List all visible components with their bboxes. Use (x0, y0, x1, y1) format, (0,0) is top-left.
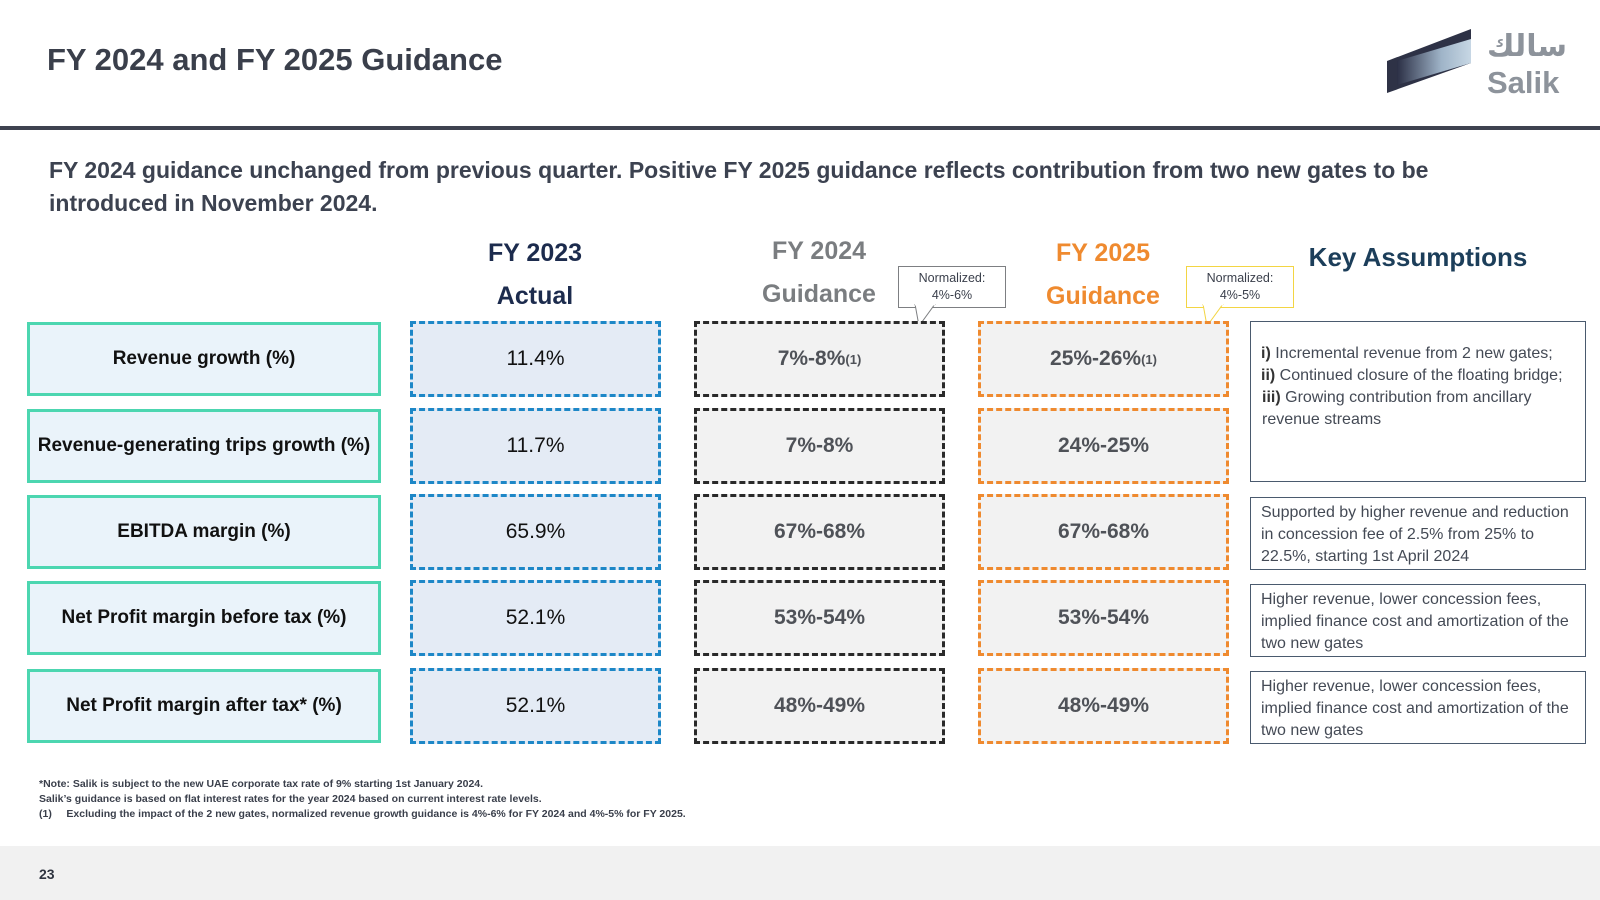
footnote-ref: (1) (845, 351, 862, 367)
column-header-fy2025-type: Guidance (1046, 282, 1160, 310)
callout-pointer (1202, 304, 1224, 328)
subtitle: FY 2024 guidance unchanged from previous… (49, 157, 1429, 216)
fy2025-ebitda-margin: 67%-68% (978, 494, 1229, 570)
column-header-fy2023-type: Actual (496, 282, 574, 310)
assumption-npm-before-tax: Higher revenue, lower concession fees, i… (1250, 584, 1586, 657)
row-label-npm-after-tax: Net Profit margin after tax* (%) (27, 669, 381, 743)
column-header-fy2025: FY 2025 Guidance (978, 232, 1228, 318)
column-header-fy2024-type: Guidance (762, 280, 876, 308)
row-label-revenue-growth: Revenue growth (%) (27, 322, 381, 396)
callout-label: Normalized: (918, 271, 986, 285)
assumption-item-text: Continued closure of the floating bridge… (1275, 367, 1563, 384)
assumption-npm-after-tax: Higher revenue, lower concession fees, i… (1250, 671, 1586, 744)
column-header-fy2023-year: FY 2023 (487, 239, 583, 267)
logo-english-text: Salik (1487, 65, 1560, 100)
fy2024-npm-before-tax: 53%-54% (694, 580, 945, 656)
assumption-item-number: i) (1261, 345, 1271, 362)
row-label-trips-growth: Revenue-generating trips growth (%) (27, 409, 381, 483)
column-header-fy2023: FY 2023 Actual (410, 232, 660, 318)
row-label-npm-before-tax: Net Profit margin before tax (%) (27, 581, 381, 655)
callout-pointer (914, 304, 936, 328)
assumption-item-text: Growing contribution from ancillary reve… (1262, 389, 1532, 428)
logo-arabic-text: سالك (1487, 30, 1567, 63)
assumption-ebitda: Supported by higher revenue and reductio… (1250, 497, 1586, 570)
fy2025-revenue-growth-value: 25%-26% (1050, 347, 1142, 370)
fy2025-npm-before-tax: 53%-54% (978, 580, 1229, 656)
callout-value: 4%-6% (931, 288, 973, 302)
column-header-fy2025-year: FY 2025 (1055, 239, 1151, 267)
callout-label: Normalized: (1206, 271, 1274, 285)
assumption-item: iii) Growing contribution from ancillary… (1261, 387, 1575, 431)
fy2024-ebitda-margin: 67%-68% (694, 494, 945, 570)
fy2024-npm-after-tax: 48%-49% (694, 668, 945, 744)
column-header-key-assumptions: Key Assumptions (1308, 242, 1528, 272)
footnotes: *Note: Salik is subject to the new UAE c… (39, 777, 686, 822)
column-header-fy2024-year: FY 2024 (771, 237, 867, 265)
fy2023-ebitda-margin: 65.9% (410, 494, 661, 570)
salik-logo-icon (1387, 29, 1471, 93)
footnote-normalized: (1) Excluding the impact of the 2 new ga… (39, 808, 686, 820)
fy2025-revenue-growth: 25%-26% (1) (978, 321, 1229, 397)
assumption-revenue: i) Incremental revenue from 2 new gates;… (1250, 321, 1586, 482)
assumption-item: ii) Continued closure of the floating br… (1261, 365, 1575, 387)
fy2024-trips-growth: 7%-8% (694, 408, 945, 484)
page-number: 23 (39, 866, 55, 882)
footnote-ref: (1) (1141, 351, 1157, 367)
assumption-item-text: Incremental revenue from 2 new gates; (1270, 345, 1553, 362)
fy2024-revenue-growth: 7%-8% (1) (694, 321, 945, 397)
normalized-callout-fy2024: Normalized: 4%-6% (898, 266, 1006, 328)
callout-value: 4%-5% (1219, 288, 1261, 302)
fy2023-npm-before-tax: 52.1% (410, 580, 661, 656)
fy2023-revenue-growth: 11.4% (410, 321, 661, 397)
fy2025-trips-growth: 24%-25% (978, 408, 1229, 484)
assumption-item-number: ii) (1261, 367, 1276, 384)
salik-logo: سالك Salik (1387, 25, 1587, 100)
footnote-tax: *Note: Salik is subject to the new UAE c… (39, 778, 484, 790)
assumption-item-number: iii) (1262, 389, 1281, 406)
fy2025-npm-after-tax: 48%-49% (978, 668, 1229, 744)
page-title: FY 2024 and FY 2025 Guidance (47, 42, 503, 77)
assumption-item: i) Incremental revenue from 2 new gates; (1261, 343, 1575, 365)
fy2024-revenue-growth-value: 7%-8% (777, 347, 846, 370)
fy2023-trips-growth: 11.7% (410, 408, 661, 484)
normalized-callout-fy2025: Normalized: 4%-5% (1186, 266, 1294, 328)
fy2023-npm-after-tax: 52.1% (410, 668, 661, 744)
column-header-fy2024: FY 2024 Guidance (694, 230, 944, 316)
footnote-interest: Salik’s guidance is based on flat intere… (39, 793, 542, 805)
header-divider (0, 126, 1600, 130)
row-label-ebitda-margin: EBITDA margin (%) (27, 495, 381, 569)
footer-bar (0, 846, 1600, 900)
